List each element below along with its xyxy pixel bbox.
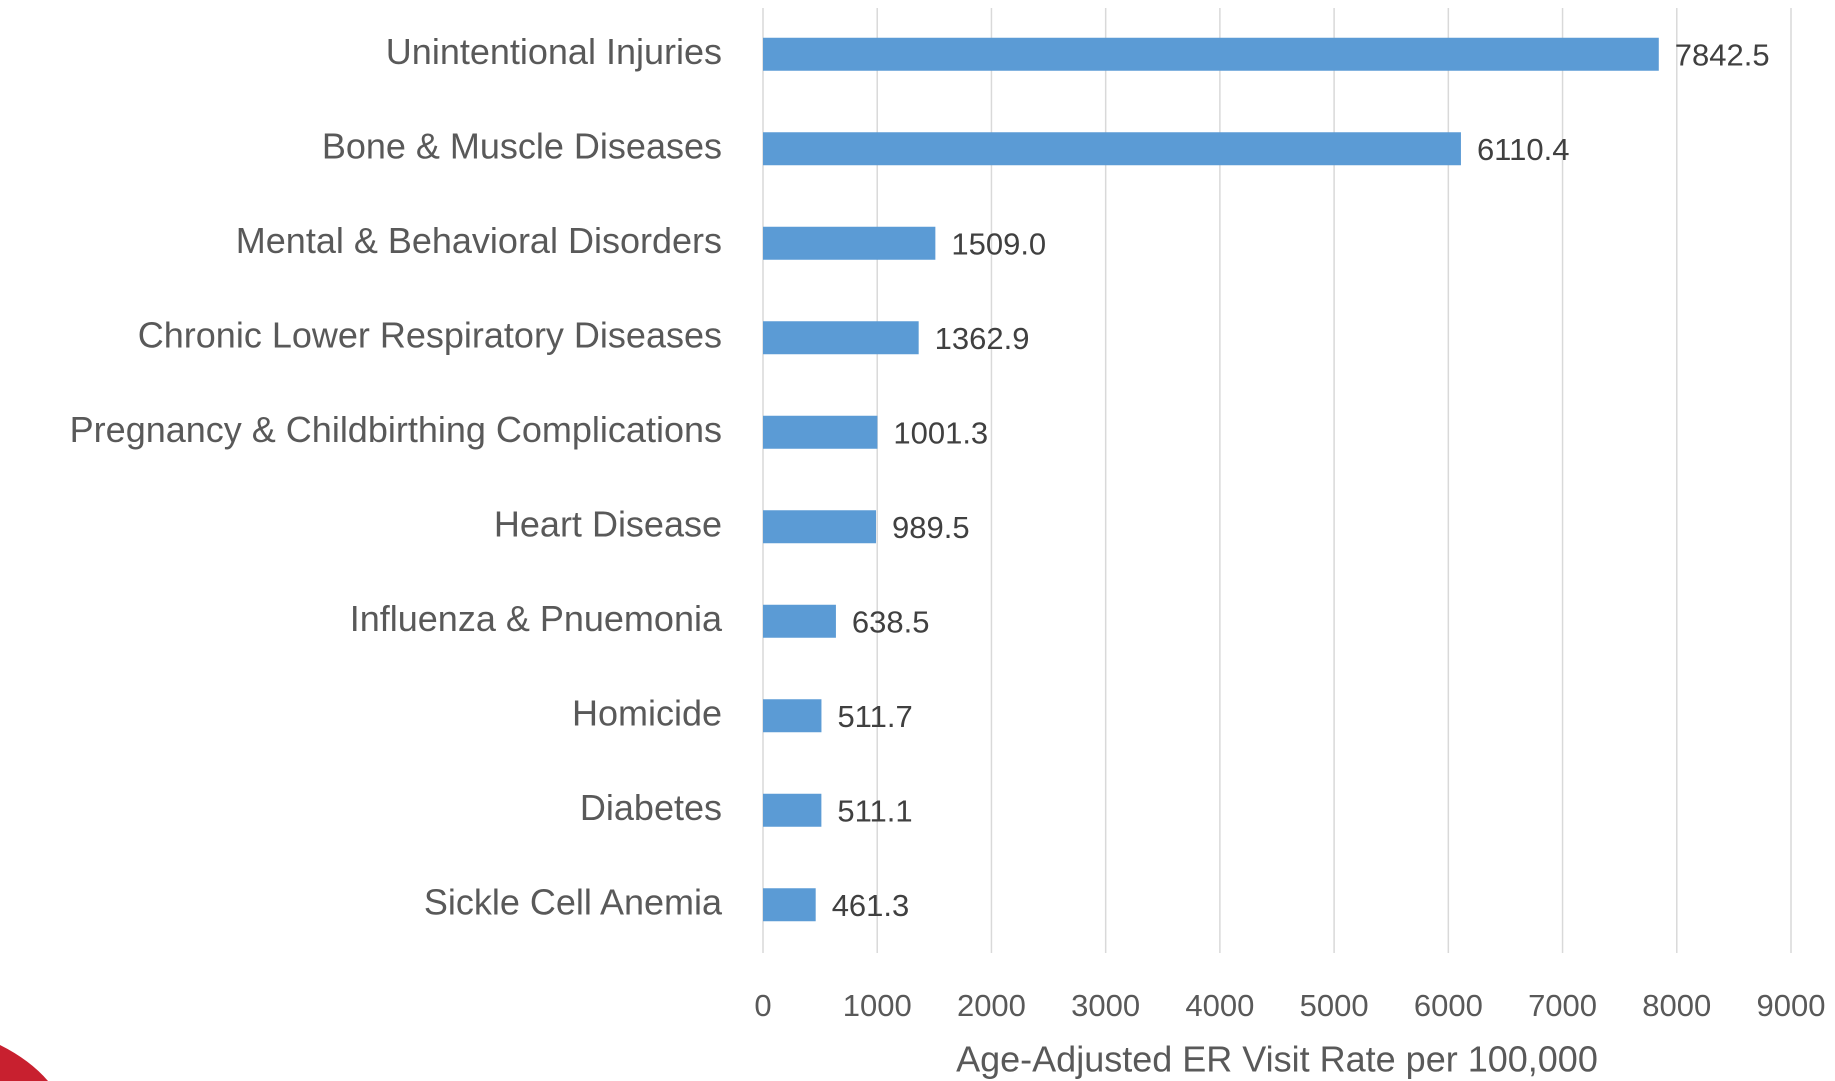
bar <box>763 510 877 544</box>
value-label: 511.1 <box>837 793 912 828</box>
x-tick-label: 0 <box>754 988 771 1023</box>
category-label: Chronic Lower Respiratory Diseases <box>138 314 722 355</box>
value-label: 989.5 <box>892 510 970 545</box>
x-tick-label: 8000 <box>1642 988 1711 1023</box>
value-label: 461.3 <box>832 888 910 923</box>
bar <box>763 604 836 638</box>
x-tick-label: 3000 <box>1071 988 1140 1023</box>
x-tick-label: 5000 <box>1300 988 1369 1023</box>
x-tick-label: 7000 <box>1528 988 1597 1023</box>
x-tick-label: 9000 <box>1757 988 1826 1023</box>
category-label: Bone & Muscle Diseases <box>322 125 722 166</box>
x-tick-label: 2000 <box>957 988 1026 1023</box>
value-label: 7842.5 <box>1675 37 1770 72</box>
bar <box>763 793 822 827</box>
value-label: 6110.4 <box>1477 132 1570 167</box>
category-label: Pregnancy & Childbirthing Complications <box>70 409 722 450</box>
category-label: Heart Disease <box>494 503 722 544</box>
x-tick-label: 1000 <box>843 988 912 1023</box>
value-label: 638.5 <box>852 604 930 639</box>
x-tick-label: 4000 <box>1185 988 1254 1023</box>
category-label: Unintentional Injuries <box>386 31 722 72</box>
bar <box>763 321 919 355</box>
category-label: Homicide <box>572 692 722 733</box>
category-label: Influenza & Pnuemonia <box>350 598 723 639</box>
bar <box>763 888 816 922</box>
value-label: 1509.0 <box>951 226 1046 261</box>
category-label: Diabetes <box>580 787 722 828</box>
bar <box>763 132 1461 166</box>
bar <box>763 37 1659 71</box>
x-axis-title: Age-Adjusted ER Visit Rate per 100,000 <box>956 1039 1598 1080</box>
value-label: 511.7 <box>837 699 912 734</box>
bar <box>763 699 822 733</box>
corner-decoration <box>0 1045 48 1081</box>
value-label: 1001.3 <box>893 415 988 450</box>
bar <box>763 415 878 449</box>
x-tick-label: 6000 <box>1414 988 1483 1023</box>
bar <box>763 226 936 260</box>
category-label: Mental & Behavioral Disorders <box>236 220 722 261</box>
value-label: 1362.9 <box>935 321 1030 356</box>
category-label: Sickle Cell Anemia <box>424 881 723 922</box>
